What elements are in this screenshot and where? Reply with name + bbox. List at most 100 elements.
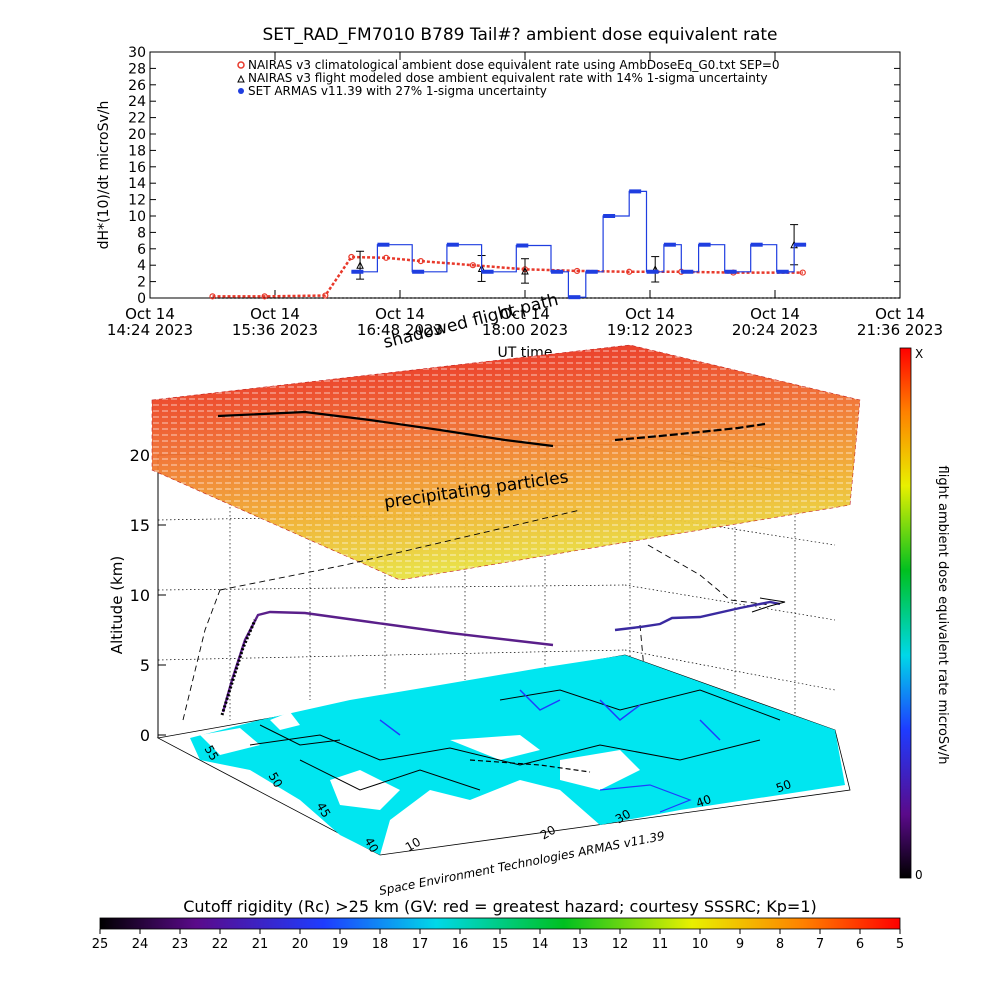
altitude-label: Altitude (km) xyxy=(108,556,126,654)
rigidity-tick-label: 6 xyxy=(856,937,864,952)
y-tick-label: 16 xyxy=(128,160,146,176)
point-nairas-clim xyxy=(469,262,477,269)
point-nairas-clim xyxy=(383,254,390,261)
rigidity-tick-label: 12 xyxy=(612,937,629,952)
point-nairas-clim xyxy=(261,293,268,300)
x-tick-label-date: Oct 14 xyxy=(125,305,175,323)
legend-entry-armas: SET ARMAS v11.39 with 27% 1-sigma uncert… xyxy=(248,84,547,98)
y-tick-label: 4 xyxy=(137,258,146,274)
legend-marker-nairas-clim xyxy=(237,61,245,69)
altitude-tick-label: 5 xyxy=(140,656,150,675)
shadow-flight-path-1 xyxy=(217,410,554,448)
precipitating-particle-layer xyxy=(151,344,861,581)
y-tick-label: 18 xyxy=(128,143,146,159)
descent-loop xyxy=(751,597,786,613)
projection-line-left xyxy=(182,509,581,721)
rigidity-tick-label: 25 xyxy=(92,937,109,952)
flight-path-segment-2 xyxy=(614,600,781,632)
rigidity-tick-label: 19 xyxy=(332,937,349,952)
lat-tick-label: 50 xyxy=(266,770,286,790)
y-tick-label: 0 xyxy=(137,291,146,307)
rigidity-tick-label: 23 xyxy=(172,937,189,952)
point-nairas-clim xyxy=(799,269,806,276)
point-nairas-flight xyxy=(521,266,529,275)
dose-colorbar-top: X xyxy=(915,347,923,361)
legend-marker-nairas-flight xyxy=(237,74,245,83)
rigidity-tick-label: 9 xyxy=(736,937,744,952)
rigidity-tick-label: 13 xyxy=(572,937,589,952)
point-nairas-clim xyxy=(417,258,424,265)
y-tick-label: 28 xyxy=(128,61,146,77)
x-tick-label-date: Oct 14 xyxy=(625,305,675,323)
rigidity-colorbar xyxy=(99,917,901,930)
climb-segment xyxy=(220,619,257,716)
legend-marker-armas xyxy=(238,88,244,94)
legend-entry-nairas-clim: NAIRAS v3 climatological ambient dose eq… xyxy=(248,58,780,72)
x-tick-label-date: Oct 14 xyxy=(875,305,925,323)
rigidity-tick-label: 14 xyxy=(532,937,549,952)
rigidity-tick-label: 10 xyxy=(692,937,709,952)
legend-entry-nairas-flight: NAIRAS v3 flight modeled dose ambient eq… xyxy=(248,71,768,85)
lat-tick-label: 40 xyxy=(362,835,382,855)
lat-tick-label: 55 xyxy=(202,743,222,763)
dose-colorbar xyxy=(899,347,912,879)
y-axis-label: dH*(10)/dt microSv/h xyxy=(96,101,112,250)
point-nairas-clim xyxy=(626,268,633,275)
shadow-flight-path-2 xyxy=(614,422,766,442)
x-tick-label-time: 14:24 2023 xyxy=(107,321,193,339)
map-floor xyxy=(156,654,851,856)
dose-colorbar-bottom: 0 xyxy=(915,868,923,882)
x-tick-label-time: 21:36 2023 xyxy=(857,321,943,339)
altitude-tick-label: 10 xyxy=(130,586,150,605)
altitude-tick-label: 15 xyxy=(130,516,150,535)
y-tick-label: 8 xyxy=(137,225,146,241)
y-tick-label: 10 xyxy=(128,209,146,225)
lon-tick-label: 30 xyxy=(613,807,633,827)
series-nairas-clim-line xyxy=(212,255,803,298)
rigidity-tick-label: 5 xyxy=(896,937,904,952)
altitude-tick-label: 20 xyxy=(130,446,150,465)
y-tick-label: 24 xyxy=(128,94,146,110)
map-axis-ticks: 40 45 50 55 10 20 30 40 50 xyxy=(202,743,794,855)
x-tick-label-time: 15:36 2023 xyxy=(232,321,318,339)
lon-tick-label: 20 xyxy=(538,823,558,843)
x-tick-label-date: Oct 14 xyxy=(500,305,550,323)
rigidity-tick-label: 8 xyxy=(776,937,784,952)
lon-tick-label-right: 50 xyxy=(774,777,793,795)
x-tick-label-time: 20:24 2023 xyxy=(732,321,818,339)
y-tick-label: 14 xyxy=(128,176,146,192)
y-tick-label: 20 xyxy=(128,127,146,143)
lon-tick-label-right: 40 xyxy=(694,792,713,810)
legend: NAIRAS v3 climatological ambient dose eq… xyxy=(237,58,780,98)
rigidity-tick-label: 17 xyxy=(412,937,429,952)
point-nairas-clim xyxy=(348,253,355,261)
y-tick-label: 12 xyxy=(128,193,146,209)
rigidity-tick-label: 20 xyxy=(292,937,309,952)
point-nairas-flight xyxy=(356,261,364,269)
rigidity-colorbar-ticks: 25 24 23 22 21 20 19 18 17 16 15 14 13 12 11 10 9 8 7 6 5 xyxy=(92,929,904,952)
rigidity-tick-label: 21 xyxy=(252,937,269,952)
rigidity-tick-label: 24 xyxy=(132,937,149,952)
rigidity-tick-label: 7 xyxy=(816,937,824,952)
dose-colorbar-label: flight ambient dose equivalent rate micr… xyxy=(935,466,950,765)
x-tick-label-date: Oct 14 xyxy=(375,305,425,323)
lon-tick-label: 10 xyxy=(403,835,423,855)
rigidity-tick-label: 15 xyxy=(492,937,509,952)
altitude-tick-label: 0 xyxy=(140,726,150,745)
point-nairas-clim xyxy=(322,292,329,299)
point-nairas-clim xyxy=(573,267,581,275)
y-tick-label: 2 xyxy=(137,275,146,291)
series-armas-line xyxy=(351,190,807,298)
rigidity-colorbar-title: Cutoff rigidity (Rc) >25 km (GV: red = g… xyxy=(183,897,817,916)
point-nairas-clim xyxy=(209,293,216,300)
rigidity-tick-label: 16 xyxy=(452,937,469,952)
rigidity-tick-label: 18 xyxy=(372,937,389,952)
x-tick-label-date: Oct 14 xyxy=(750,305,800,323)
y-tick-label: 6 xyxy=(137,242,146,258)
series-layer xyxy=(209,189,807,300)
chart-title: SET_RAD_FM7010 B789 Tail#? ambient dose … xyxy=(263,25,778,45)
y-tick-label: 30 xyxy=(128,45,146,61)
